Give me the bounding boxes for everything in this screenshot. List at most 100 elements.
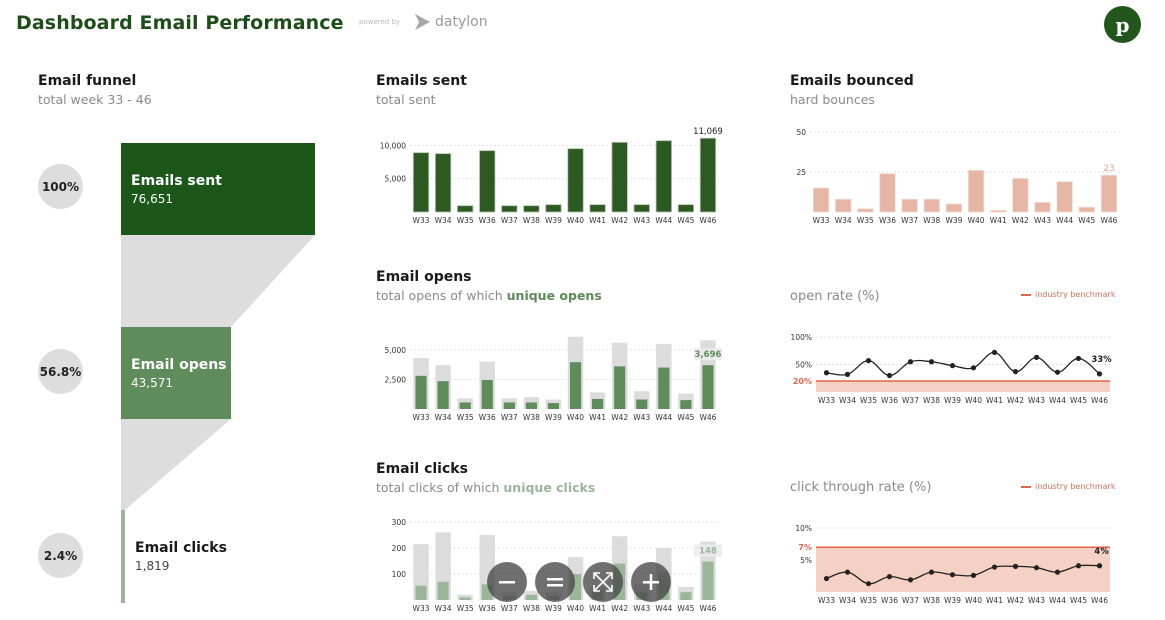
email-opens-header: Email opens total opens of which unique … <box>376 269 602 303</box>
zoom-out-button[interactable] <box>487 562 527 602</box>
reset-zoom-button[interactable] <box>535 562 575 602</box>
benchmark-label: 7% <box>798 543 812 552</box>
funnel-stage-value: 76,651 <box>131 191 173 206</box>
page-title: Dashboard Email Performance <box>16 12 344 34</box>
minus-icon <box>499 581 515 584</box>
x-tick-label: W45 <box>677 413 694 422</box>
email-opens-subtitle: total opens of which unique opens <box>376 288 602 303</box>
y-tick-label: 5% <box>800 556 812 565</box>
x-tick-label: W34 <box>435 604 452 613</box>
bar <box>1034 202 1051 213</box>
funnel-stage-sent[interactable]: Emails sent 76,651 <box>121 143 315 235</box>
bar-unique <box>547 403 560 409</box>
y-tick-label: 10,000 <box>380 141 406 150</box>
data-point <box>907 577 914 583</box>
bar <box>699 137 717 213</box>
x-tick-label: W38 <box>923 216 940 225</box>
x-tick-label: W36 <box>479 413 496 422</box>
x-tick-label: W43 <box>633 216 650 225</box>
data-point <box>991 349 998 355</box>
expand-icon <box>593 572 613 592</box>
y-tick-label: 50% <box>795 361 812 370</box>
y-tick-label: 100% <box>791 333 812 342</box>
click-rate-chart[interactable]: 5% 10% W33 W34 W35 W36 W37 W38 W39 W40 W41 W42 W43 W4… <box>790 510 1130 620</box>
data-point <box>1096 563 1103 569</box>
bar <box>857 208 874 213</box>
x-tick-label: W45 <box>1070 596 1087 605</box>
bar <box>655 140 672 213</box>
x-tick-label: W45 <box>1078 216 1095 225</box>
x-tick-label: W44 <box>1049 396 1066 405</box>
bar <box>835 198 852 213</box>
x-tick-label: W45 <box>1070 396 1087 405</box>
bar <box>990 210 1007 213</box>
x-tick-label: W42 <box>1012 216 1029 225</box>
bar <box>812 187 830 213</box>
datylon-brand-text: datylon <box>435 14 488 30</box>
x-tick-label: W37 <box>901 216 918 225</box>
fit-to-screen-button[interactable] <box>583 562 623 602</box>
bar <box>611 141 628 213</box>
bar <box>633 204 650 213</box>
x-tick-label: W36 <box>479 216 496 225</box>
data-point <box>928 569 935 575</box>
funnel-stage-value: 43,571 <box>131 375 173 390</box>
data-point <box>823 370 830 376</box>
bar <box>545 204 562 213</box>
bar <box>523 205 540 213</box>
x-tick-label: W40 <box>567 604 584 613</box>
bar <box>901 198 918 213</box>
y-tick-label: 2,500 <box>385 375 407 384</box>
x-tick-label: W41 <box>986 396 1003 405</box>
open-rate-title: open rate (%) <box>790 289 880 304</box>
bar-unique <box>459 597 471 600</box>
email-opens-chart[interactable]: 2,500 5,000 W33 W34 W35 W36 W37 W38 W39 W40 W41 W42… <box>376 320 726 430</box>
equals-icon <box>547 578 563 587</box>
bar-unique <box>680 400 692 409</box>
funnel-header: Email funnel total week 33 - 46 <box>38 73 152 107</box>
emails-bounced-chart[interactable]: 25 50 W33 W34 W35 W36 W37 W38 W39 W40 W41 W42 W43 W44… <box>790 120 1130 235</box>
emails-sent-chart[interactable]: 5,000 10,000 W33 W34 W35 W36 W37 W38 W39 W40 W41 W4… <box>376 120 726 235</box>
x-tick-label: W42 <box>611 604 628 613</box>
x-tick-label: W34 <box>839 396 856 405</box>
x-tick-label: W39 <box>545 604 562 613</box>
last-value-label: 4% <box>1094 547 1109 557</box>
x-tick-label: W39 <box>545 216 562 225</box>
bar <box>501 205 518 213</box>
x-tick-label: W36 <box>479 604 496 613</box>
legend-line-icon <box>1021 485 1031 488</box>
x-tick-label: W33 <box>818 596 835 605</box>
data-point <box>1054 569 1061 575</box>
funnel-stage-clicks[interactable]: Email clicks 1,819 <box>125 510 275 602</box>
x-tick-label: W40 <box>567 216 584 225</box>
x-tick-label: W41 <box>589 216 606 225</box>
open-rate-chart[interactable]: 50% 100% W33 W34 W35 W36 W37 W38 W39 W40 W41 W42 W43… <box>790 320 1130 430</box>
y-tick-label: 100 <box>392 570 407 579</box>
zoom-controls <box>487 562 671 602</box>
datylon-logo[interactable]: datylon <box>412 12 488 32</box>
bar-unique <box>481 379 493 409</box>
bar-unique <box>680 592 692 600</box>
avatar[interactable]: p <box>1104 6 1141 43</box>
bar-unique <box>658 367 670 409</box>
y-tick-label: 25 <box>796 168 806 177</box>
email-opens-title: Email opens <box>376 269 472 285</box>
zoom-in-button[interactable] <box>631 562 671 602</box>
emails-bounced-subtitle: hard bounces <box>790 92 875 107</box>
click-rate-title: click through rate (%) <box>790 480 932 495</box>
last-value-label: 23 <box>1103 164 1114 174</box>
y-tick-label: 300 <box>392 518 407 527</box>
x-tick-label: W34 <box>835 216 852 225</box>
funnel-shape <box>121 235 315 603</box>
funnel-subtitle: total week 33 - 46 <box>38 92 152 107</box>
data-point <box>1033 565 1040 571</box>
x-tick-label: W41 <box>990 216 1007 225</box>
x-tick-label: W45 <box>677 604 694 613</box>
x-tick-label: W40 <box>965 396 982 405</box>
x-tick-label: W44 <box>655 413 672 422</box>
bar-unique <box>569 362 582 409</box>
funnel-stage-opens[interactable]: Email opens 43,571 <box>121 327 231 419</box>
funnel-percent-sent: 100% <box>38 164 83 209</box>
x-tick-label: W33 <box>413 413 430 422</box>
bar <box>879 173 896 213</box>
